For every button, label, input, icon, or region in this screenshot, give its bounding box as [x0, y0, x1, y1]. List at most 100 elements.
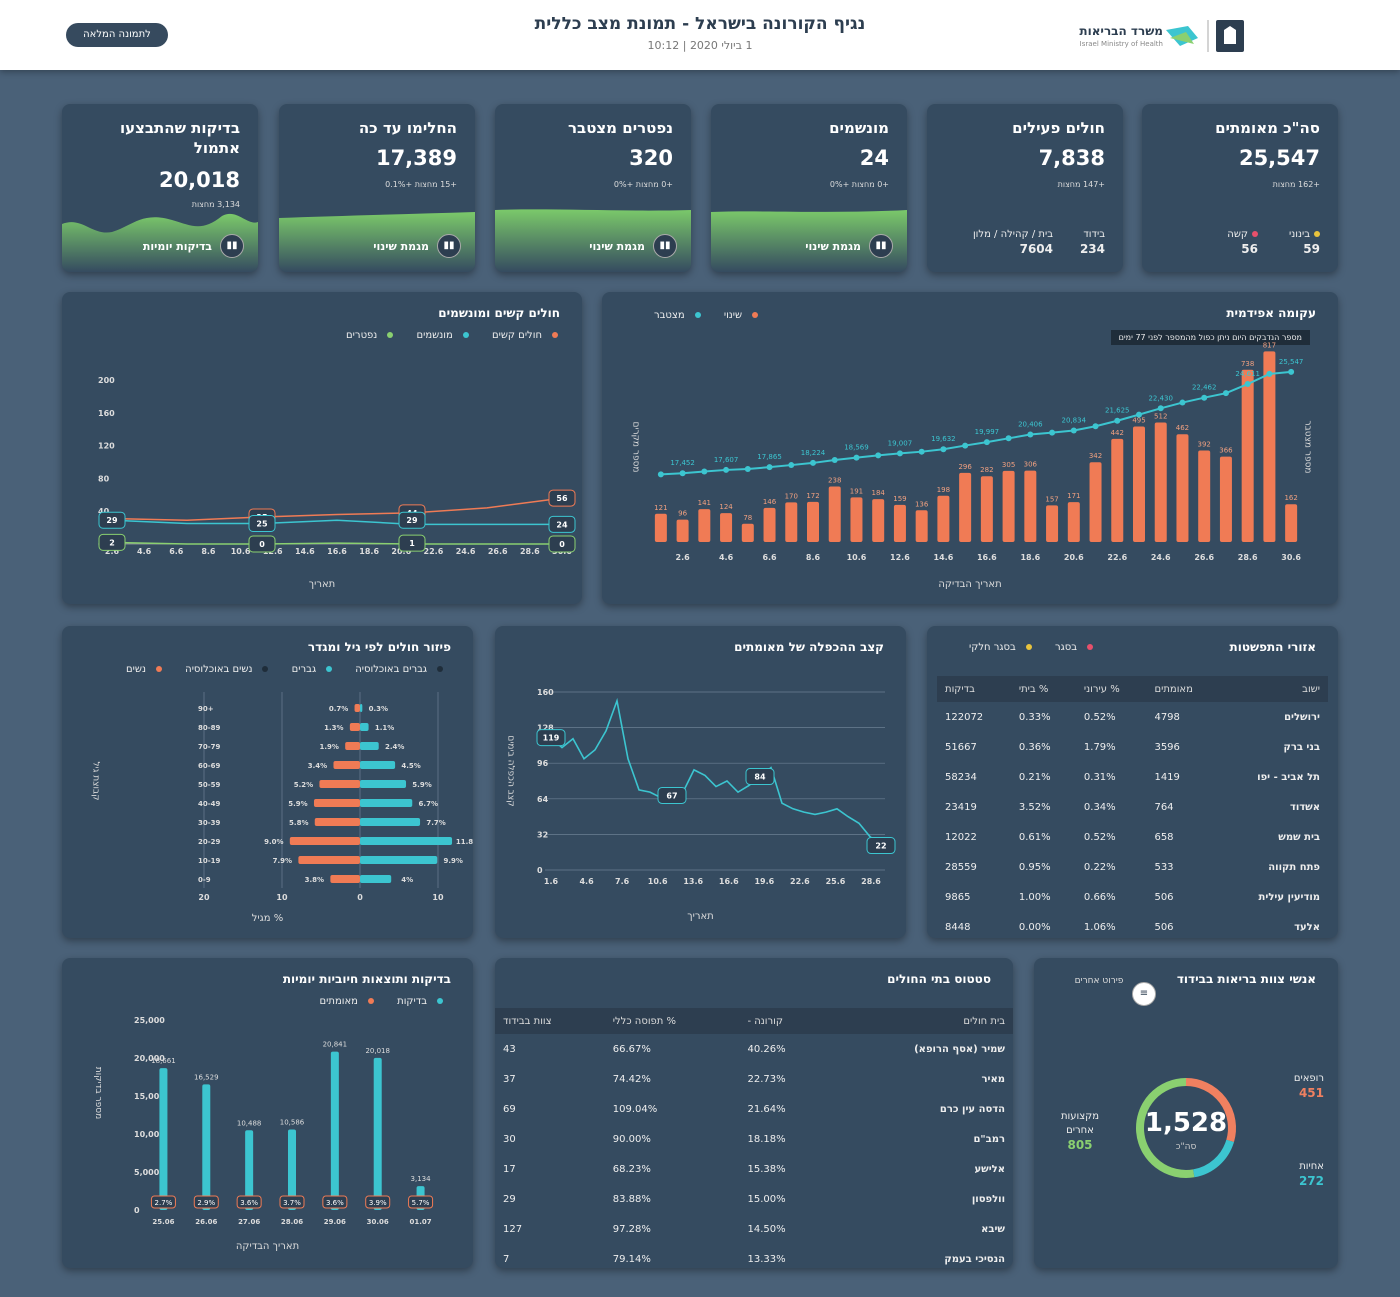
chart-icon[interactable]: ▮▮: [869, 234, 893, 258]
kpi-recovered[interactable]: החלימו עד כה 17,389 +15 מחצות +0.1% ▮▮ מ…: [279, 104, 475, 272]
table-row[interactable]: תל אביב - יפו 1419 0.31% 0.21% 58234: [937, 762, 1328, 792]
chart-legend: חולים קשים מונשמים נפטרים: [326, 330, 558, 341]
series-line: [111, 497, 563, 521]
list-icon[interactable]: ≡: [1132, 982, 1156, 1006]
kpi-total-confirmed[interactable]: סה"כ מאומתים 25,547 +162 מחצות בינוני 59 …: [1142, 104, 1338, 272]
legend-confirmed[interactable]: מאומתים: [310, 996, 374, 1007]
chart-icon[interactable]: ▮▮: [437, 234, 461, 258]
column-header[interactable]: % תפוסה כללי: [604, 1008, 740, 1034]
cumulative-point: [875, 452, 882, 459]
column-header[interactable]: % עירוני: [1075, 676, 1147, 702]
daily-tests-link[interactable]: בדיקות יומיות: [142, 240, 212, 253]
tests-bar: [330, 1051, 339, 1210]
legend-men-population[interactable]: גברים באוכלוסיה: [345, 664, 443, 675]
table-row[interactable]: שמיר (אסף הרופא) 40.26% 66.67% 43: [495, 1034, 1013, 1064]
table-cell: 69: [503, 1103, 516, 1115]
column-header[interactable]: קורונה -: [739, 1008, 832, 1034]
cumulative-point: [788, 462, 795, 469]
column-header[interactable]: מאומתים: [1146, 676, 1221, 702]
kpi-tests-yesterday[interactable]: בדיקות שהתבצעו אתמול 20,018 3,134 מחצות …: [62, 104, 258, 272]
table-row[interactable]: אלישע 15.38% 68.23% 17: [495, 1154, 1013, 1184]
value-chip: [248, 535, 276, 553]
legend-cumulative[interactable]: מצטבר: [644, 310, 701, 321]
epi-bar-label: 738: [1241, 360, 1254, 368]
tests-bar-label: 10,586: [280, 1119, 305, 1127]
table-row[interactable]: בית שמש 658 0.52% 0.61% 12022: [937, 822, 1328, 852]
table-row[interactable]: וולפסון 15.00% 83.88% 29: [495, 1184, 1013, 1214]
men-bar: [360, 780, 407, 788]
kpi-active-patients[interactable]: חולים פעילים 7,838 +147 מחצות בידוד 234 ב…: [927, 104, 1123, 272]
full-view-button[interactable]: לתמונה המלאה: [66, 23, 168, 47]
table-row[interactable]: אשדוד 764 0.34% 3.52% 23419: [937, 792, 1328, 822]
details-link[interactable]: פירוט אחרים: [1074, 976, 1124, 986]
kpi-delta: +15 מחצות +0.1%: [385, 180, 457, 189]
legend-lockdown[interactable]: בסגר: [1045, 642, 1093, 653]
epi-bar: [1024, 470, 1037, 542]
cumulative-point: [1201, 394, 1208, 401]
legend-ventilated[interactable]: מונשמים: [406, 330, 469, 341]
cumulative-label: 18,224: [801, 449, 826, 457]
legend-women[interactable]: נשים: [116, 664, 162, 675]
epi-bar: [763, 507, 776, 542]
table-row[interactable]: רמב"ם 18.18% 90.00% 30: [495, 1124, 1013, 1154]
city-name: מודיעין עילית: [1258, 891, 1320, 903]
table-row[interactable]: בני ברק 3596 1.79% 0.36% 51667: [937, 732, 1328, 762]
chart-icon[interactable]: ▮▮: [220, 234, 244, 258]
y-tick: 160: [537, 688, 554, 697]
table-row[interactable]: מודיעין עילית 506 0.66% 1.00% 9865: [937, 882, 1328, 912]
card-title: סטטוס בתי החולים: [887, 972, 991, 986]
x-axis-label: תאריך: [308, 579, 336, 590]
cumulative-label: 17,452: [670, 459, 695, 467]
column-header[interactable]: בית חולים: [831, 1008, 1013, 1034]
column-header[interactable]: ישוב: [1220, 676, 1328, 702]
column-header[interactable]: צוות בבידוד: [495, 1008, 605, 1034]
table-row[interactable]: ירושלים 4798 0.52% 0.33% 122072: [937, 702, 1328, 732]
table-cell: 40.26%: [747, 1043, 786, 1055]
cumulative-point: [657, 471, 664, 478]
logo-en-text: Israel Ministry of Health: [1079, 40, 1163, 48]
column-header[interactable]: בדיקות: [937, 676, 1011, 702]
trend-link[interactable]: מגמת שינוי: [373, 240, 429, 253]
card-title: פיזור חולים לפי גיל ומגדר: [307, 640, 451, 654]
legend-partial-lockdown[interactable]: בסגר חלקי: [959, 642, 1032, 653]
card-title: חולים קשים ומונשמים: [438, 306, 560, 320]
kpi-ventilated[interactable]: מונשמים 24 +0 מחצות +0% ▮▮ מגמת שינוי: [711, 104, 907, 272]
epi-bar-label: 159: [893, 495, 906, 503]
trend-area-chart: [62, 213, 258, 272]
table-row[interactable]: שיבא 14.50% 97.28% 127: [495, 1214, 1013, 1244]
legend-severe[interactable]: חולים קשים: [482, 330, 558, 341]
page-date: 1 ביולי 2020 | 10:12: [647, 39, 753, 52]
table-row[interactable]: אלעד 506 1.06% 0.00% 8448: [937, 912, 1328, 938]
table-row[interactable]: פתח תקווה 533 0.22% 0.95% 28559: [937, 852, 1328, 882]
card-title: עקומה אפידמית: [1226, 306, 1316, 320]
cumulative-label: 22,430: [1148, 394, 1173, 402]
tests-bar-label: 16,529: [194, 1073, 219, 1081]
legend-men[interactable]: גברים: [282, 664, 333, 675]
series-line: [111, 519, 562, 526]
chart-icon[interactable]: ▮▮: [653, 234, 677, 258]
epi-bar-label: 121: [654, 504, 667, 512]
men-bar: [360, 799, 413, 807]
value-chip-label: 0: [259, 540, 265, 549]
table-row[interactable]: הדסה עין כרם 21.64% 109.04% 69: [495, 1094, 1013, 1124]
kpi-title: חולים פעילים: [1012, 119, 1105, 137]
table-row[interactable]: מאיר 22.73% 74.42% 37: [495, 1064, 1013, 1094]
legend-change[interactable]: שינוי: [714, 310, 759, 321]
kpi-deceased[interactable]: נפטרים מצטבר 320 +0 מחצות +0% ▮▮ מגמת שי…: [495, 104, 691, 272]
legend-women-population[interactable]: נשים באוכלוסיה: [175, 664, 269, 675]
epi-bar-label: 392: [1198, 441, 1211, 449]
table-row[interactable]: הנסיכי בעמק 13.33% 79.14% 7: [495, 1244, 1013, 1268]
x-tick: 6.6: [169, 547, 184, 556]
table-cell: 15.00%: [747, 1193, 786, 1205]
column-header[interactable]: % ביתי: [1010, 676, 1076, 702]
legend-deceased[interactable]: נפטרים: [336, 330, 394, 341]
epi-x-tick: 16.6: [977, 553, 997, 562]
x-tick: 28.6: [520, 547, 540, 556]
legend-tests[interactable]: בדיקות: [387, 996, 443, 1007]
hospitals-card: סטטוס בתי החולים בית חולים קורונה -% תפוס…: [495, 958, 1013, 1268]
trend-link[interactable]: מגמת שינוי: [805, 240, 861, 253]
logo-text: משרד הבריאות: [1079, 24, 1163, 38]
epi-bar-label: 184: [872, 489, 886, 497]
trend-link[interactable]: מגמת שינוי: [589, 240, 645, 253]
ministry-logo[interactable]: משרד הבריאות Israel Ministry of Health: [1058, 16, 1248, 56]
